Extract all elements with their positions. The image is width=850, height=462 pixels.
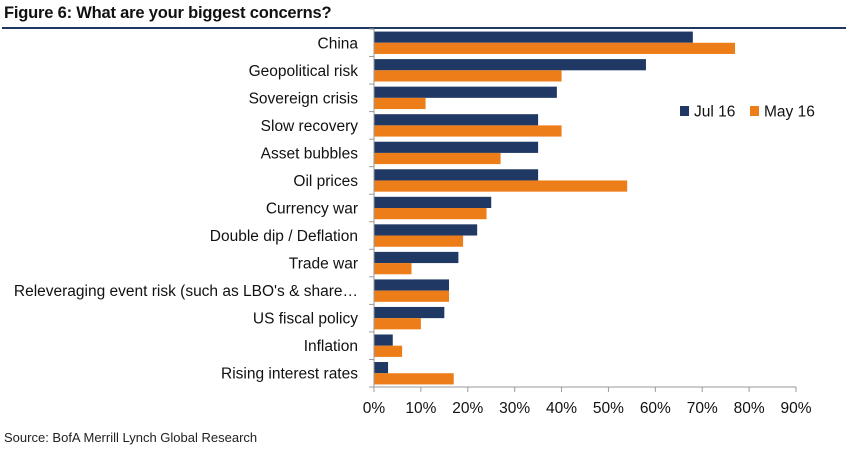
bar-jul-16-11: [374, 334, 393, 346]
bar-may-16-8: [374, 263, 412, 275]
bar-may-16-7: [374, 235, 464, 247]
category-label: Double dip / Deflation: [210, 228, 358, 245]
x-tick-label: 50%: [593, 400, 624, 417]
category-label: Oil prices: [293, 173, 358, 190]
bar-may-16-5: [374, 180, 628, 192]
bar-may-16-4: [374, 152, 501, 165]
bar-may-16-10: [374, 318, 421, 330]
category-label: Sovereign crisis: [249, 90, 359, 107]
bar-jul-16-1: [374, 59, 646, 71]
bar-jul-16-12: [374, 362, 389, 374]
x-tick-label: 40%: [546, 400, 577, 417]
bar-jul-16-2: [374, 86, 557, 98]
bar-may-16-1: [374, 70, 562, 82]
figure-title: Figure 6: What are your biggest concerns…: [4, 4, 332, 22]
x-tick-label: 90%: [780, 400, 811, 417]
bar-jul-16-10: [374, 306, 445, 319]
bar-jul-16-7: [374, 224, 478, 236]
bar-may-16-9: [374, 290, 450, 302]
legend: Jul 16 May 16: [680, 104, 815, 121]
bar-may-16-0: [374, 42, 736, 54]
x-tick-label: 70%: [687, 400, 718, 417]
category-label: Releveraging event risk (such as LBO's &…: [14, 283, 358, 300]
bar-may-16-11: [374, 345, 403, 357]
category-label: US fiscal policy: [253, 311, 358, 328]
axes-group: 0% 10% 20% 30% 40% 50% 60% 70% 80% 90%: [363, 28, 812, 417]
bar-may-16-3: [374, 125, 562, 137]
category-label: Asset bubbles: [261, 145, 359, 162]
bar-jul-16-8: [374, 251, 459, 264]
category-label: Slow recovery: [261, 118, 359, 135]
bar-jul-16-4: [374, 141, 539, 153]
x-tick-label: 10%: [405, 400, 436, 417]
bar-jul-16-6: [374, 196, 492, 208]
category-labels: China Geopolitical risk Sovereign crisis Sl…: [14, 35, 359, 382]
bar-jul-16-5: [374, 169, 539, 181]
category-label: Currency war: [266, 201, 358, 218]
legend-label: Jul 16: [694, 104, 735, 121]
category-label: Rising interest rates: [221, 366, 358, 383]
bar-may-16-12: [374, 373, 454, 385]
title-rule: [2, 27, 846, 29]
bar-jul-16-3: [374, 114, 539, 126]
bar-jul-16-9: [374, 279, 450, 291]
x-tick-label: 20%: [452, 400, 483, 417]
category-label: China: [318, 35, 359, 52]
bars-group: [374, 31, 736, 385]
bar-may-16-6: [374, 208, 487, 220]
legend-swatch-jul-16: [680, 106, 689, 116]
source-note: Source: BofA Merrill Lynch Global Resear…: [4, 430, 258, 445]
x-tick-label: 80%: [734, 400, 765, 417]
category-label: Geopolitical risk: [249, 63, 359, 80]
legend-swatch-may-16: [750, 106, 759, 116]
x-tick-label: 0%: [363, 400, 386, 417]
x-tick-label: 60%: [640, 400, 671, 417]
bar-may-16-2: [374, 97, 426, 110]
category-label: Trade war: [289, 256, 358, 273]
category-label: Inflation: [304, 338, 358, 355]
legend-label: May 16: [764, 104, 815, 121]
bar-jul-16-0: [374, 31, 693, 43]
x-tick-label: 30%: [499, 400, 530, 417]
